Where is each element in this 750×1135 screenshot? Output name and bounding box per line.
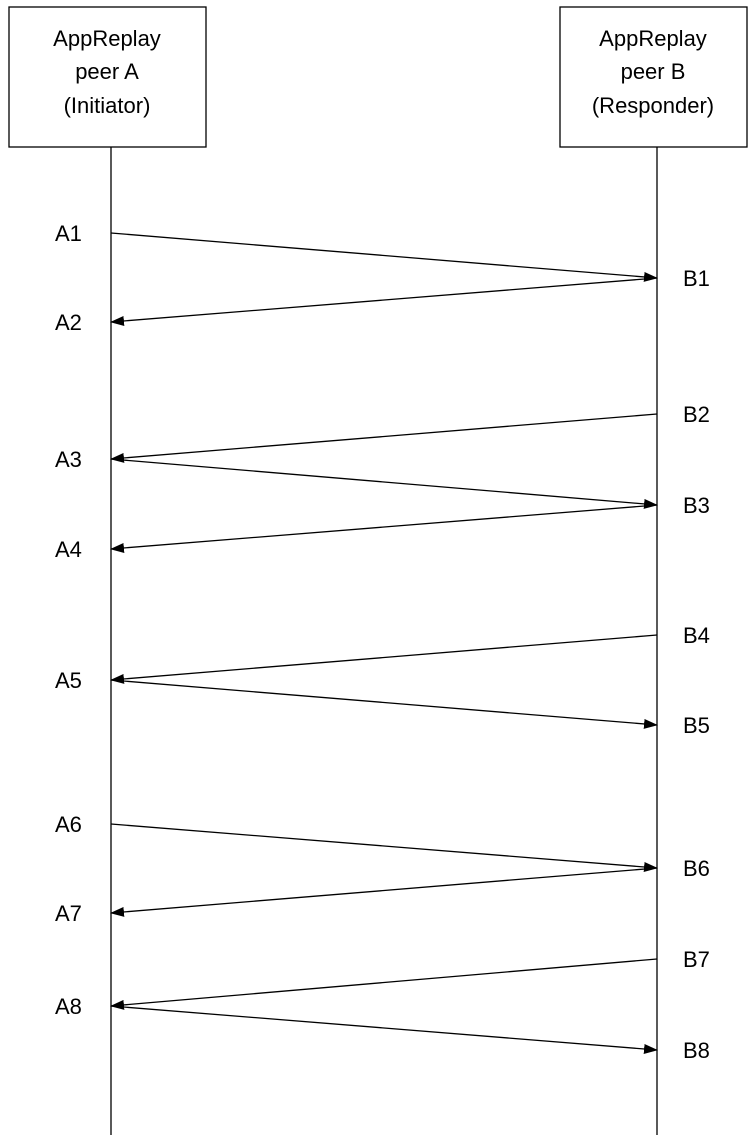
event-label-a6: A6 — [55, 812, 82, 837]
peer-a-title-line-2: peer A — [75, 59, 139, 84]
peer-b-title-line-3: (Responder) — [592, 93, 714, 118]
event-label-b2: B2 — [683, 402, 710, 427]
message-arrow-b1-to-a2 — [110, 277, 658, 326]
message-arrows — [110, 232, 658, 1054]
event-label-a7: A7 — [55, 901, 82, 926]
message-arrow-b2-to-a3 — [110, 413, 658, 463]
message-arrow-b3-to-a4 — [110, 504, 658, 553]
event-label-a8: A8 — [55, 994, 82, 1019]
event-label-b4: B4 — [683, 623, 710, 648]
event-label-b3: B3 — [683, 493, 710, 518]
message-arrow-a3-to-b3 — [110, 458, 658, 509]
peer-b-event-labels: B1 B2 B3 B4 B5 B6 B7 B8 — [683, 266, 710, 1063]
message-arrow-b7-to-a8 — [110, 958, 658, 1010]
message-arrow-a8-to-b8 — [110, 1005, 658, 1054]
event-label-a5: A5 — [55, 668, 82, 693]
peer-b-title-line-2: peer B — [621, 59, 686, 84]
message-arrow-a1-to-b1 — [110, 232, 658, 282]
peer-a-box: AppReplay peer A (Initiator) — [8, 6, 207, 148]
event-label-a4: A4 — [55, 537, 82, 562]
event-label-b1: B1 — [683, 266, 710, 291]
message-arrow-b4-to-a5 — [110, 634, 658, 684]
event-label-b6: B6 — [683, 856, 710, 881]
event-label-a3: A3 — [55, 447, 82, 472]
peer-a-title-line-3: (Initiator) — [64, 93, 151, 118]
peer-b-title-line-1: AppReplay — [599, 26, 707, 51]
message-arrow-a5-to-b5 — [110, 679, 658, 729]
event-label-b5: B5 — [683, 713, 710, 738]
peer-b-box: AppReplay peer B (Responder) — [559, 6, 748, 148]
event-label-b7: B7 — [683, 947, 710, 972]
event-label-a2: A2 — [55, 310, 82, 335]
peer-a-event-labels: A1 A2 A3 A4 A5 A6 A7 A8 — [55, 221, 82, 1019]
peer-a-title-line-1: AppReplay — [53, 26, 161, 51]
event-label-a1: A1 — [55, 221, 82, 246]
event-label-b8: B8 — [683, 1038, 710, 1063]
message-arrow-b6-to-a7 — [110, 867, 658, 917]
message-arrow-a6-to-b6 — [110, 823, 658, 872]
